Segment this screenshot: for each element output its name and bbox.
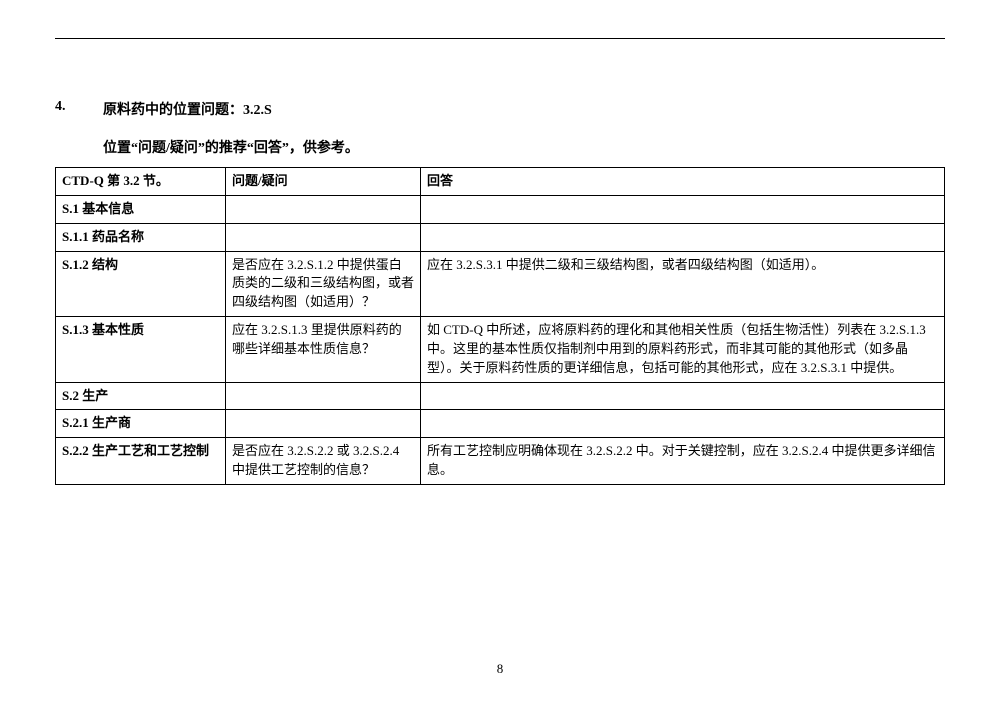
cell-question — [226, 382, 421, 410]
table-row: S.2.1 生产商 — [56, 410, 945, 438]
cell-question — [226, 410, 421, 438]
cell-section: S.1.3 基本性质 — [56, 317, 226, 383]
page-number: 8 — [0, 661, 1000, 677]
cell-question — [226, 195, 421, 223]
cell-section: S.2.2 生产工艺和工艺控制 — [56, 438, 226, 485]
col-header-section: CTD-Q 第 3.2 节。 — [56, 168, 226, 196]
section-number: 4. — [55, 99, 103, 119]
cell-question: 应在 3.2.S.1.3 里提供原料药的哪些详细基本性质信息？ — [226, 317, 421, 383]
cell-section: S.1.2 结构 — [56, 251, 226, 317]
col-header-question: 问题/疑问 — [226, 168, 421, 196]
table-row: S.1.1 药品名称 — [56, 223, 945, 251]
cell-answer — [421, 223, 945, 251]
cell-section: S.2.1 生产商 — [56, 410, 226, 438]
section-heading: 4. 原料药中的位置问题：3.2.S — [55, 99, 945, 119]
table-row: S.2 生产 — [56, 382, 945, 410]
cell-answer: 应在 3.2.S.3.1 中提供二级和三级结构图，或者四级结构图（如适用）。 — [421, 251, 945, 317]
section-title: 原料药中的位置问题：3.2.S — [103, 99, 272, 119]
cell-section: S.2 生产 — [56, 382, 226, 410]
table-row: S.1.2 结构 是否应在 3.2.S.1.2 中提供蛋白质类的二级和三级结构图… — [56, 251, 945, 317]
table-row: S.1.3 基本性质 应在 3.2.S.1.3 里提供原料药的哪些详细基本性质信… — [56, 317, 945, 383]
cell-answer — [421, 195, 945, 223]
table-row: S.1 基本信息 — [56, 195, 945, 223]
cell-question: 是否应在 3.2.S.1.2 中提供蛋白质类的二级和三级结构图，或者四级结构图（… — [226, 251, 421, 317]
section-subheading: 位置“问题/疑问”的推荐“回答”，供参考。 — [103, 137, 945, 157]
cell-answer — [421, 410, 945, 438]
cell-answer — [421, 382, 945, 410]
table-header-row: CTD-Q 第 3.2 节。 问题/疑问 回答 — [56, 168, 945, 196]
page-container: 4. 原料药中的位置问题：3.2.S 位置“问题/疑问”的推荐“回答”，供参考。… — [0, 0, 1000, 485]
col-header-answer: 回答 — [421, 168, 945, 196]
top-horizontal-rule — [55, 38, 945, 39]
cell-question: 是否应在 3.2.S.2.2 或 3.2.S.2.4 中提供工艺控制的信息？ — [226, 438, 421, 485]
table-row: S.2.2 生产工艺和工艺控制 是否应在 3.2.S.2.2 或 3.2.S.2… — [56, 438, 945, 485]
cell-section: S.1 基本信息 — [56, 195, 226, 223]
cell-answer: 如 CTD-Q 中所述，应将原料药的理化和其他相关性质（包括生物活性）列表在 3… — [421, 317, 945, 383]
cell-section: S.1.1 药品名称 — [56, 223, 226, 251]
qa-table: CTD-Q 第 3.2 节。 问题/疑问 回答 S.1 基本信息 S.1.1 药… — [55, 167, 945, 485]
cell-answer: 所有工艺控制应明确体现在 3.2.S.2.2 中。对于关键控制，应在 3.2.S… — [421, 438, 945, 485]
cell-question — [226, 223, 421, 251]
